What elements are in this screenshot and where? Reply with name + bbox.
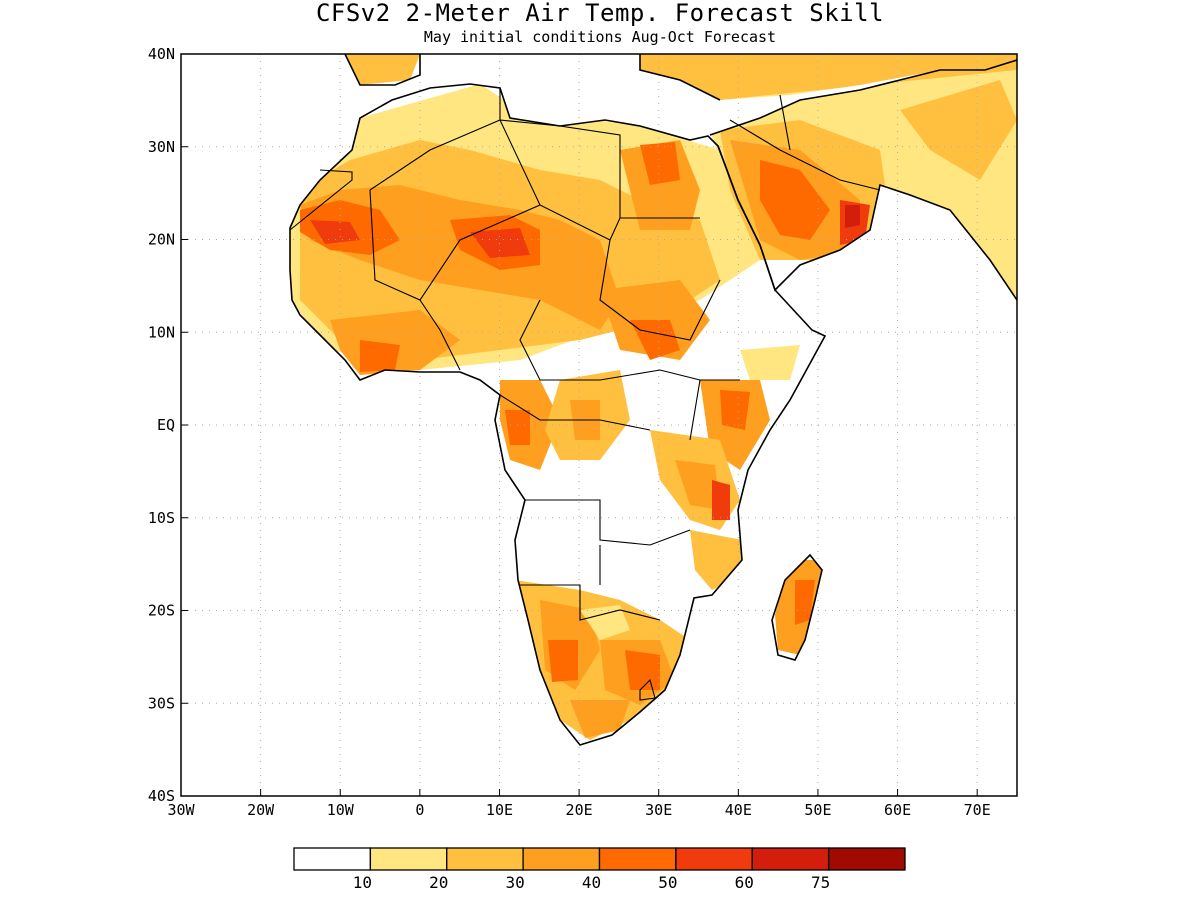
lat-tick-label: EQ xyxy=(157,416,175,434)
axis-ticks xyxy=(180,53,978,797)
lon-tick-label: 20W xyxy=(247,801,275,819)
colorbar-label: 30 xyxy=(505,873,524,892)
colorbar-swatch xyxy=(675,847,753,871)
lon-tick-label: 40E xyxy=(725,801,752,819)
lon-tick-label: 20E xyxy=(566,801,593,819)
lat-tick-label: 20N xyxy=(148,231,175,249)
colorbar-swatch xyxy=(446,847,524,871)
colorbar-label: 40 xyxy=(582,873,601,892)
lat-tick-label: 30N xyxy=(148,138,175,156)
lat-tick-label: 30S xyxy=(148,694,175,712)
lon-tick-label: 30W xyxy=(167,801,195,819)
lat-tick-label: 10S xyxy=(148,509,175,527)
lat-tick-label: 40S xyxy=(148,787,175,805)
colorbar-label: 50 xyxy=(658,873,677,892)
lon-tick-label: 30E xyxy=(645,801,672,819)
colorbar-swatch xyxy=(522,847,601,871)
colorbar-label: 60 xyxy=(735,873,754,892)
grid-lines xyxy=(181,54,1017,796)
colorbar-swatch xyxy=(827,847,906,871)
lon-tick-label: 50E xyxy=(804,801,831,819)
colorbar-label: 10 xyxy=(353,873,372,892)
colorbar-swatch xyxy=(598,847,677,871)
skill-shading xyxy=(290,54,1017,740)
colorbar-label: 75 xyxy=(811,873,830,892)
latitude-labels: 40N 30N 20N 10N EQ 10S 20S 30S 40S xyxy=(148,45,175,805)
coastlines xyxy=(289,54,1017,746)
lat-tick-label: 40N xyxy=(148,45,175,63)
lon-tick-label: 10W xyxy=(327,801,355,819)
lon-tick-label: 10E xyxy=(486,801,513,819)
colorbar: 10 20 30 40 50 60 75 xyxy=(293,847,906,892)
lat-tick-label: 10N xyxy=(148,323,175,341)
lat-tick-label: 20S xyxy=(148,602,175,620)
map-subtitle: May initial conditions Aug-Oct Forecast xyxy=(423,28,777,46)
lon-tick-label: 60E xyxy=(884,801,911,819)
colorbar-label: 20 xyxy=(429,873,448,892)
colorbar-swatch xyxy=(369,847,448,871)
lon-tick-label: 70E xyxy=(964,801,991,819)
lon-tick-label: 0 xyxy=(415,801,424,819)
title-block: CFSv2 2-Meter Air Temp. Forecast Skill M… xyxy=(0,0,1200,46)
colorbar-swatch xyxy=(751,847,830,871)
map-title: CFSv2 2-Meter Air Temp. Forecast Skill xyxy=(315,0,885,27)
country-borders xyxy=(289,88,881,701)
colorbar-swatch xyxy=(293,847,372,871)
longitude-labels: 30W 20W 10W 0 10E 20E 30E 40E 50E 60E 70E xyxy=(167,801,990,819)
